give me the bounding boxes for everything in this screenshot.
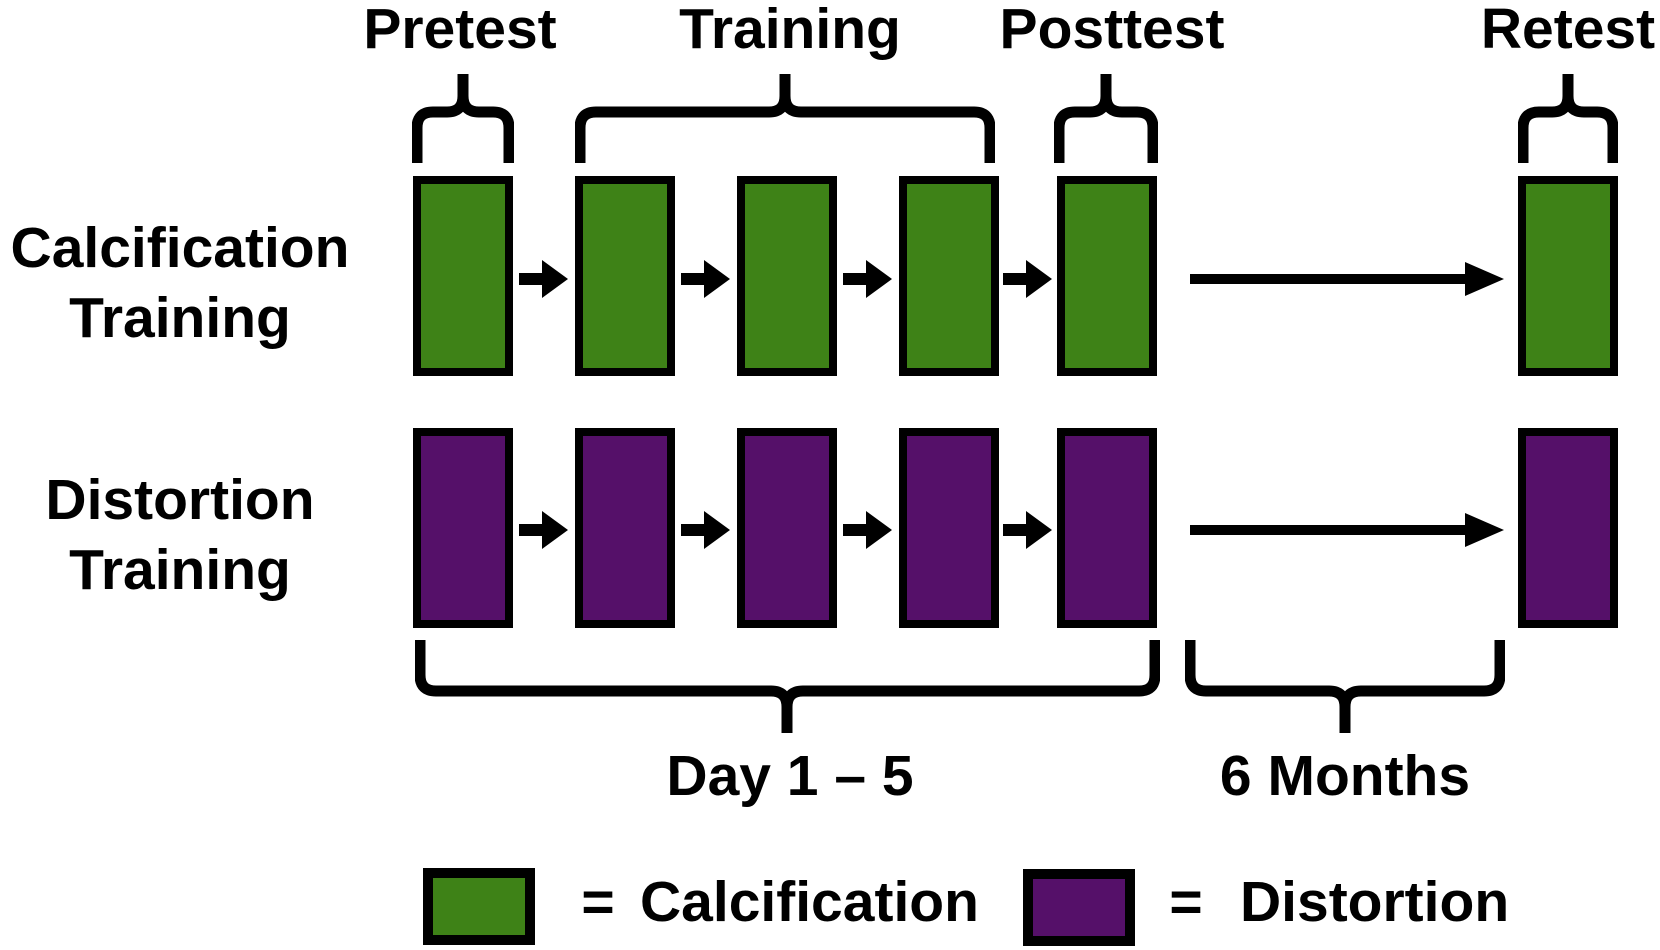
bar-distortion-training-2 (737, 428, 837, 628)
brace-retest-icon (1518, 74, 1618, 163)
flow-arrow-icon (843, 260, 892, 298)
bar-distortion-training-1 (575, 428, 675, 628)
row-label-calcification: Calcification Training (0, 213, 360, 353)
flow-arrow-icon (843, 511, 892, 549)
row-label-calcification-line1: Calcification (10, 216, 350, 280)
bar-calcification-retest (1518, 176, 1618, 376)
brace-training-icon (575, 74, 995, 163)
phase-label-training: Training (679, 0, 901, 61)
bar-distortion-training-3 (899, 428, 999, 628)
row-label-distortion-line2: Training (69, 538, 291, 602)
bar-calcification-training-3 (899, 176, 999, 376)
bar-distortion-pretest (413, 428, 513, 628)
bar-calcification-training-1 (575, 176, 675, 376)
bar-distortion-retest (1518, 428, 1618, 628)
bar-calcification-posttest (1057, 176, 1157, 376)
retention-arrow-icon (1190, 513, 1504, 547)
flow-arrow-icon (681, 511, 730, 549)
bar-distortion-posttest (1057, 428, 1157, 628)
brace-day-range-icon (415, 640, 1160, 733)
phase-label-posttest: Posttest (999, 0, 1225, 61)
brace-retention-icon (1185, 640, 1505, 733)
legend-equals-distortion: = (1169, 870, 1203, 934)
retention-arrow-icon (1190, 262, 1504, 296)
brace-pretest-icon (412, 74, 514, 163)
flow-arrow-icon (519, 260, 568, 298)
flow-arrow-icon (1003, 511, 1052, 549)
flow-arrow-icon (681, 260, 730, 298)
row-label-calcification-line2: Training (69, 286, 291, 350)
retention-interval-label: 6 Months (1219, 744, 1471, 808)
legend-swatch-calcification (423, 868, 535, 945)
row-label-distortion-line1: Distortion (45, 468, 315, 532)
brace-posttest-icon (1054, 74, 1158, 163)
bar-calcification-training-2 (737, 176, 837, 376)
legend-label-calcification: Calcification (640, 870, 979, 934)
flow-arrow-icon (519, 511, 568, 549)
row-label-distortion: Distortion Training (0, 465, 360, 605)
bar-calcification-pretest (413, 176, 513, 376)
phase-label-pretest: Pretest (363, 0, 557, 61)
flow-arrow-icon (1003, 260, 1052, 298)
legend-label-distortion: Distortion (1240, 870, 1510, 934)
day-range-label: Day 1 – 5 (666, 744, 914, 808)
legend-swatch-distortion (1023, 869, 1135, 946)
legend-equals-calcification: = (581, 870, 615, 934)
phase-label-retest: Retest (1480, 0, 1656, 61)
